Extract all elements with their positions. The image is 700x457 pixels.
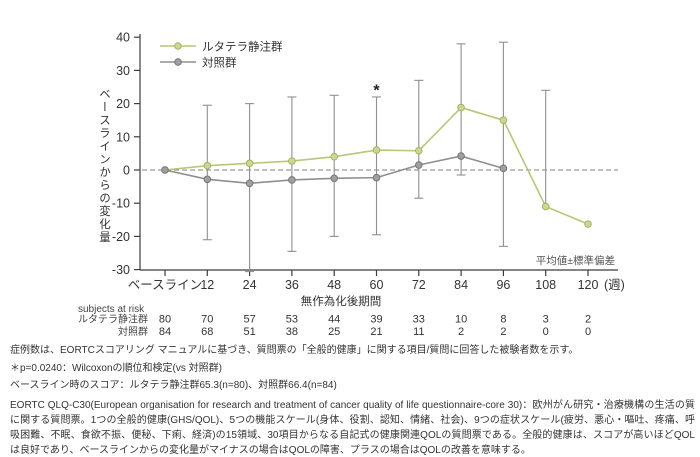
y-tick-label: -10	[112, 197, 130, 211]
data-point-marker	[330, 152, 339, 161]
risk-count: 44	[328, 314, 340, 326]
y-tick-label: 10	[116, 130, 130, 144]
risk-table-title: subjects at risk	[78, 304, 145, 315]
risk-count: 2	[585, 314, 591, 326]
y-tick-label: 30	[116, 64, 130, 78]
x-tick-label: 84	[454, 278, 468, 292]
y-tick-label: 20	[116, 97, 130, 111]
risk-count: 53	[286, 314, 298, 326]
risk-count: 0	[585, 326, 591, 338]
risk-count: 8	[500, 314, 506, 326]
y-axis-title: ベースラインからの変化量	[98, 88, 110, 244]
x-tick-label: 48	[327, 278, 341, 292]
risk-count: 10	[455, 314, 467, 326]
data-point-marker	[288, 176, 296, 184]
data-point-marker	[457, 103, 465, 112]
data-point-marker	[541, 202, 550, 211]
data-point-marker	[415, 161, 423, 169]
risk-count: 84	[159, 326, 171, 338]
x-tick-label: 108	[535, 278, 556, 292]
risk-count: 51	[243, 326, 255, 338]
risk-count: 70	[201, 314, 213, 326]
risk-count: 21	[370, 326, 382, 338]
legend-marker	[174, 42, 182, 50]
x-tick-label: 24	[243, 278, 257, 292]
significance-asterisk: *	[373, 83, 380, 100]
legend-label: 対照群	[202, 56, 237, 70]
legend-label: ルタテラ静注群	[202, 40, 283, 54]
risk-count: 0	[543, 326, 549, 338]
risk-count: 2	[500, 326, 506, 338]
x-axis-title: 無作為化後期間	[301, 294, 382, 308]
risk-count: 38	[286, 326, 298, 338]
x-tick-label: 12	[200, 278, 214, 292]
data-point-marker	[203, 175, 212, 184]
data-point-marker	[288, 157, 296, 165]
risk-count: 80	[159, 314, 171, 326]
data-point-marker	[245, 159, 254, 168]
x-tick-label: 60	[370, 278, 384, 292]
data-point-marker	[499, 164, 508, 173]
footnote-pvalue: ＊p=0.0240：Wilcoxonの順位和検定(vs 対照群)	[10, 362, 222, 374]
risk-count: 3	[543, 314, 549, 326]
x-tick-label: 96	[496, 278, 510, 292]
data-point-marker	[330, 174, 339, 183]
risk-count: 2	[458, 326, 464, 338]
risk-count: 11	[413, 326, 424, 338]
risk-count: 57	[243, 314, 255, 326]
data-point-marker	[245, 179, 254, 188]
data-point-marker	[584, 220, 592, 228]
data-point-marker	[372, 173, 381, 182]
risk-row-label: 対照群	[118, 325, 148, 338]
x-tick-label: ベースライン	[128, 278, 202, 292]
risk-count: 25	[328, 326, 340, 338]
footnote-baseline-score: ベースライン時のスコア：ルタテラ静注群65.3(n=80)、対照群66.4(n=…	[10, 380, 337, 391]
mean-sd-note: 平均値±標準偏差	[536, 254, 615, 267]
data-point-marker	[457, 152, 465, 160]
risk-count: 68	[201, 326, 213, 338]
data-point-marker	[415, 146, 423, 155]
x-tick-label: 72	[412, 278, 426, 292]
footnote-subjects: 症例数は、EORTCスコアリング マニュアルに基づき、質問票の「全般的健康」に関…	[10, 345, 579, 356]
x-tick-label: 120	[578, 278, 599, 292]
series-control	[161, 152, 508, 188]
legend-marker	[174, 58, 182, 66]
y-tick-label: -20	[112, 230, 130, 244]
data-point-marker	[372, 146, 381, 154]
risk-row-label: ルタテラ静注群	[78, 313, 148, 326]
y-tick-label: 40	[116, 31, 130, 45]
data-point-marker	[161, 166, 169, 174]
x-tick-label: 36	[285, 278, 299, 292]
risk-count: 39	[370, 314, 382, 326]
footnotes: 症例数は、EORTCスコアリング マニュアルに基づき、質問票の「全般的健康」に関…	[10, 345, 695, 457]
risk-count: 33	[413, 314, 425, 326]
x-unit-label: (週)	[604, 278, 625, 292]
data-point-marker	[203, 161, 212, 170]
footnote-eortc-definition: EORTC QLQ-C30(European organisation for …	[10, 399, 695, 456]
error-bars	[202, 41, 551, 273]
y-tick-label: -30	[112, 263, 130, 277]
data-point-marker	[499, 116, 508, 124]
y-tick-label: 0	[123, 164, 130, 178]
